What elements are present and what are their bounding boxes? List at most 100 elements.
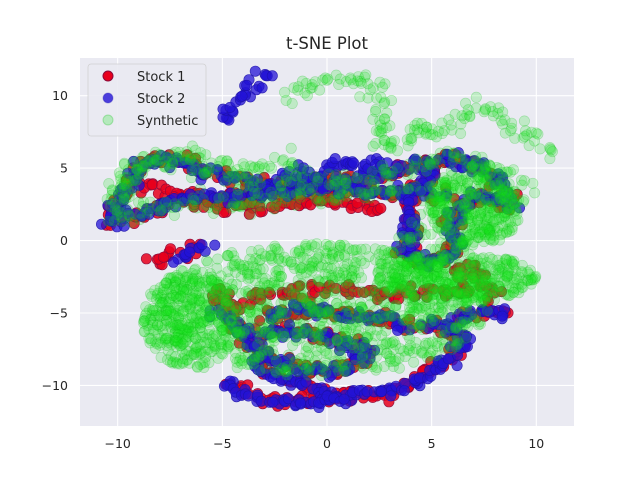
point-synthetic — [232, 189, 244, 201]
point-stock-2 — [385, 390, 397, 402]
point-synthetic — [415, 281, 427, 293]
point-synthetic — [311, 192, 323, 204]
legend-label-synthetic: Synthetic — [137, 114, 198, 129]
point-synthetic — [203, 163, 215, 175]
point-synthetic — [376, 81, 388, 93]
point-synthetic — [279, 331, 291, 343]
point-synthetic — [517, 281, 529, 293]
point-synthetic — [103, 178, 115, 190]
point-synthetic — [272, 307, 284, 319]
point-synthetic — [390, 299, 402, 311]
point-synthetic — [356, 286, 368, 298]
point-synthetic — [158, 283, 170, 295]
point-synthetic — [433, 276, 445, 288]
point-synthetic — [284, 284, 296, 296]
point-synthetic — [159, 160, 171, 172]
point-synthetic — [295, 189, 307, 201]
point-synthetic — [186, 172, 198, 184]
point-synthetic — [177, 333, 189, 345]
point-synthetic — [351, 329, 363, 341]
point-synthetic — [263, 160, 275, 172]
point-synthetic — [487, 270, 499, 282]
point-stock-2 — [267, 396, 279, 408]
legend-marker-stock-1 — [102, 70, 114, 82]
point-synthetic — [396, 281, 408, 293]
point-synthetic — [231, 326, 243, 338]
point-synthetic — [313, 334, 325, 346]
point-synthetic — [460, 97, 472, 109]
point-synthetic — [275, 297, 287, 309]
point-synthetic — [445, 165, 457, 177]
point-synthetic — [466, 161, 478, 173]
x-tick-label: 0 — [323, 436, 331, 451]
data-points — [96, 65, 558, 413]
point-synthetic — [382, 169, 394, 181]
point-synthetic — [212, 253, 224, 265]
point-synthetic — [194, 358, 206, 370]
point-synthetic — [490, 193, 502, 205]
legend-marker-stock-2 — [102, 92, 114, 104]
point-synthetic — [265, 253, 277, 265]
point-synthetic — [328, 260, 340, 272]
point-synthetic — [440, 180, 452, 192]
point-synthetic — [476, 199, 488, 211]
point-stock-2 — [184, 246, 196, 258]
point-synthetic — [319, 359, 331, 371]
point-synthetic — [260, 362, 272, 374]
point-synthetic — [270, 266, 282, 278]
point-synthetic — [388, 268, 400, 280]
point-synthetic — [169, 198, 181, 210]
point-stock-1 — [378, 286, 390, 298]
y-tick-label: 0 — [60, 233, 68, 248]
point-synthetic — [455, 277, 467, 289]
point-stock-1 — [480, 280, 492, 292]
point-synthetic — [216, 325, 228, 337]
point-synthetic — [349, 308, 361, 320]
point-synthetic — [518, 115, 530, 127]
point-synthetic — [192, 317, 204, 329]
point-stock-1 — [482, 295, 494, 307]
point-synthetic — [527, 177, 539, 189]
point-stock-2 — [121, 185, 133, 197]
point-synthetic — [249, 354, 261, 366]
point-synthetic — [461, 296, 473, 308]
point-synthetic — [235, 288, 247, 300]
point-synthetic — [340, 270, 352, 282]
point-synthetic — [313, 276, 325, 288]
point-stock-2 — [294, 397, 306, 409]
point-synthetic — [364, 84, 376, 96]
point-synthetic — [186, 292, 198, 304]
point-synthetic — [342, 184, 354, 196]
point-synthetic — [379, 297, 391, 309]
point-synthetic — [529, 187, 541, 199]
point-synthetic — [263, 339, 275, 351]
point-synthetic — [366, 166, 378, 178]
point-synthetic — [124, 210, 136, 222]
point-synthetic — [270, 366, 282, 378]
point-synthetic — [438, 342, 450, 354]
point-synthetic — [250, 263, 262, 275]
point-synthetic — [402, 329, 414, 341]
point-stock-2 — [196, 239, 208, 251]
point-synthetic — [285, 142, 297, 154]
point-synthetic — [368, 305, 380, 317]
point-synthetic — [314, 84, 326, 96]
point-synthetic — [482, 183, 494, 195]
point-synthetic — [369, 291, 381, 303]
point-synthetic — [224, 286, 236, 298]
point-synthetic — [292, 321, 304, 333]
point-synthetic — [452, 286, 464, 298]
point-stock-1 — [274, 200, 286, 212]
point-synthetic — [255, 200, 267, 212]
point-synthetic — [447, 335, 459, 347]
point-synthetic — [428, 310, 440, 322]
point-stock-1 — [479, 269, 491, 281]
chart-title: t-SNE Plot — [286, 34, 369, 53]
point-synthetic — [218, 309, 230, 321]
point-synthetic — [385, 246, 397, 258]
point-synthetic — [403, 183, 415, 195]
point-synthetic — [149, 342, 161, 354]
point-synthetic — [367, 140, 379, 152]
point-stock-2 — [392, 324, 404, 336]
point-synthetic — [314, 320, 326, 332]
